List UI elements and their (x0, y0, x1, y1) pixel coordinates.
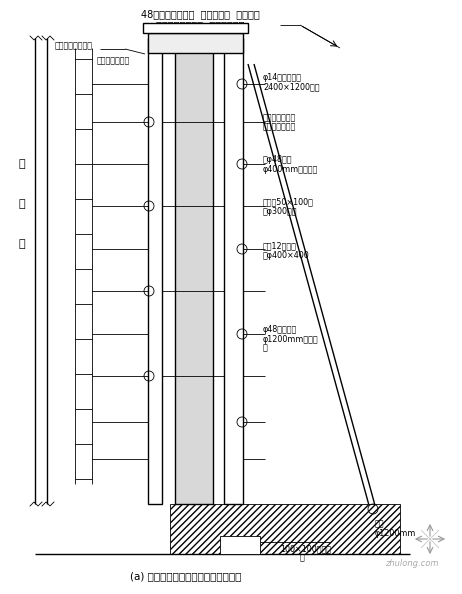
Text: 顶: 顶 (300, 554, 305, 563)
Bar (170, 504, 400, 554)
Text: 地锁: 地锁 (375, 520, 384, 529)
Text: 布: 布 (263, 343, 268, 352)
Text: 耀母与模板紧固: 耀母与模板紧固 (263, 122, 296, 131)
Text: 方φ300竖放: 方φ300竖放 (263, 207, 298, 216)
Text: 栖φ400×400: 栖φ400×400 (263, 251, 310, 260)
Bar (148, 38, 162, 504)
Bar (220, 536, 260, 554)
Text: 用紧杆与支擑顶紧: 用紧杆与支擑顶紧 (55, 42, 93, 50)
Text: 直径12穿墙螺: 直径12穿墙螺 (263, 242, 297, 251)
Text: 双φ48钔管: 双φ48钔管 (263, 156, 292, 165)
Text: 横龙骨用て形牛: 横龙骨用て形牛 (263, 113, 296, 122)
Text: 柱: 柱 (18, 239, 25, 249)
Text: zhulong.com: zhulong.com (385, 560, 438, 568)
Text: 100×100木方支: 100×100木方支 (280, 545, 331, 554)
Text: 48钔管管支搭排架  底板处地锁  用隔筋与: 48钔管管支搭排架 底板处地锁 用隔筋与 (140, 9, 259, 19)
Bar (224, 38, 243, 504)
Text: 操作钔管脚手架: 操作钔管脚手架 (97, 56, 130, 65)
Text: 次龙骨50×100木: 次龙骨50×100木 (263, 197, 314, 207)
Text: φ48钔管支顶: φ48钔管支顶 (263, 326, 297, 334)
Bar (175, 38, 213, 504)
Text: (a) 地下室外墙双侧模板安装示意图一: (a) 地下室外墙双侧模板安装示意图一 (130, 571, 241, 581)
Text: 维: 维 (18, 159, 25, 169)
Text: 水平钔管拉橄压顶  防止模板上浮: 水平钔管拉橄压顶 防止模板上浮 (156, 20, 244, 30)
Text: 2400×1200竖放: 2400×1200竖放 (263, 83, 320, 91)
Bar (143, 23, 248, 33)
Text: φ14厚木多层板: φ14厚木多层板 (263, 74, 302, 83)
Text: 护: 护 (18, 199, 25, 209)
Text: φ400mm横向排布: φ400mm横向排布 (263, 165, 318, 173)
Text: φ1200mm: φ1200mm (375, 529, 416, 538)
Text: φ1200mm横向排: φ1200mm横向排 (263, 334, 319, 343)
Bar (148, 33, 243, 53)
